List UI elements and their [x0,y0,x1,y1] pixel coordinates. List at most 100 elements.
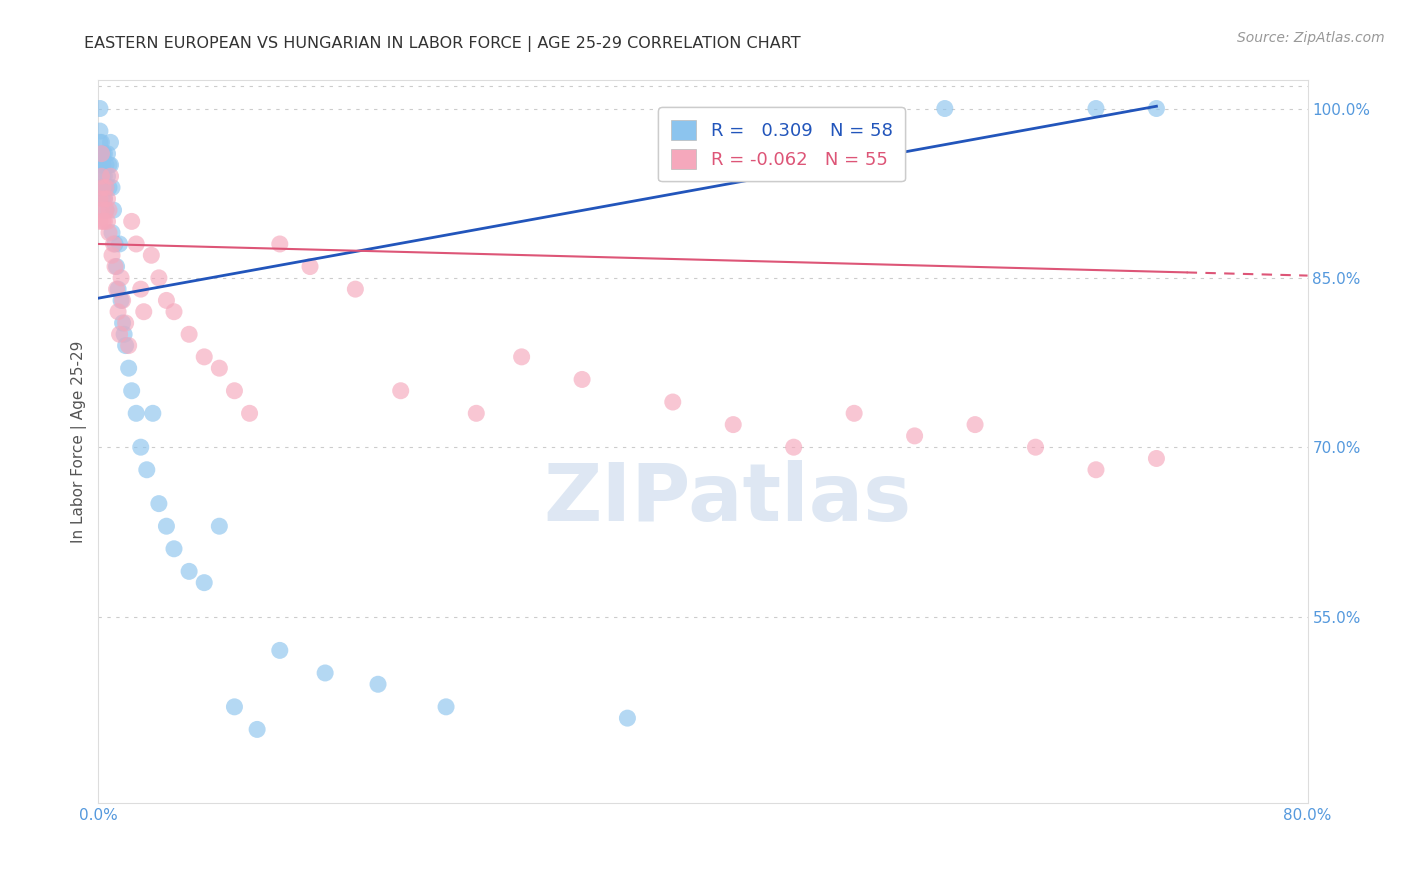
Point [904,429,927,443]
Point [661,395,683,409]
Point [121,384,143,398]
Point [91,180,114,194]
Point [208,519,231,533]
Point [90,180,112,194]
Point [224,699,246,714]
Point [90,169,112,184]
Point [89,180,111,194]
Point [616,711,638,725]
Point [510,350,533,364]
Point [1144,451,1167,466]
Point [155,293,177,308]
Point [90,146,112,161]
Point [135,463,157,477]
Point [148,497,170,511]
Point [96,169,118,184]
Point [94,180,117,194]
Point [155,519,177,533]
Point [91,158,114,172]
Legend: R =   0.309   N = 58, R = -0.062   N = 55: R = 0.309 N = 58, R = -0.062 N = 55 [658,107,905,181]
Point [90,146,112,161]
Point [107,304,129,318]
Point [98,180,121,194]
Point [114,316,136,330]
Point [118,361,141,376]
Point [132,304,155,318]
Point [89,158,111,172]
Point [844,406,866,420]
Point [179,327,201,342]
Point [114,338,136,352]
Point [783,440,806,454]
Point [965,417,987,432]
Point [141,248,163,262]
Point [91,214,114,228]
Y-axis label: In Labor Force | Age 25-29: In Labor Force | Age 25-29 [72,341,87,542]
Point [93,214,115,228]
Point [246,723,269,737]
Text: Source: ZipAtlas.com: Source: ZipAtlas.com [1237,31,1385,45]
Point [179,565,201,579]
Point [105,260,128,274]
Point [125,237,148,252]
Point [90,136,112,150]
Point [110,293,132,308]
Point [314,665,336,680]
Point [1144,102,1167,116]
Point [100,158,122,172]
Text: EASTERN EUROPEAN VS HUNGARIAN IN LABOR FORCE | AGE 25-29 CORRELATION CHART: EASTERN EUROPEAN VS HUNGARIAN IN LABOR F… [84,36,801,52]
Point [108,237,131,252]
Point [93,192,115,206]
Point [93,169,115,184]
Point [101,248,124,262]
Point [96,192,118,206]
Text: ZIPatlas: ZIPatlas [543,460,911,539]
Point [193,350,215,364]
Point [98,226,121,240]
Point [96,214,118,228]
Point [112,327,135,342]
Point [89,102,111,116]
Point [571,372,593,386]
Point [98,158,121,172]
Point [269,237,291,252]
Point [129,440,152,454]
Point [118,338,141,352]
Point [89,136,111,150]
Point [89,214,111,228]
Point [142,406,165,420]
Point [94,180,117,194]
Point [100,136,122,150]
Point [208,361,231,376]
Point [98,203,121,218]
Point [93,192,115,206]
Point [89,124,111,138]
Point [89,192,111,206]
Point [91,192,114,206]
Point [163,304,186,318]
Point [103,203,125,218]
Point [367,677,389,691]
Point [1024,440,1046,454]
Point [90,158,112,172]
Point [148,270,170,285]
Point [125,406,148,420]
Point [344,282,367,296]
Point [111,316,134,330]
Point [100,169,122,184]
Point [94,203,117,218]
Point [163,541,186,556]
Point [121,214,143,228]
Point [110,270,132,285]
Point [129,282,152,296]
Point [224,384,246,398]
Point [104,237,127,252]
Point [723,417,745,432]
Point [91,169,114,184]
Point [299,260,322,274]
Point [101,226,124,240]
Point [105,282,128,296]
Point [193,575,215,590]
Point [108,327,131,342]
Point [93,146,115,161]
